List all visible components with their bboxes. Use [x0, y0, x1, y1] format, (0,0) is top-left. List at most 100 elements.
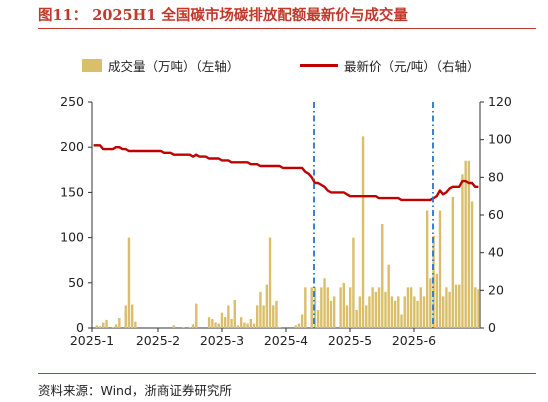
y-right-tick-label: 0 — [488, 320, 496, 335]
volume-bar — [217, 323, 220, 328]
volume-bar — [448, 291, 451, 328]
volume-bar — [422, 296, 426, 328]
volume-bar — [172, 325, 176, 328]
volume-bar — [114, 324, 118, 328]
volume-bar — [349, 287, 352, 328]
legend-bar-swatch — [82, 58, 102, 72]
volume-bar — [442, 296, 445, 328]
volume-bar — [409, 287, 413, 328]
figure-source: 资料来源：Wind，浙商证券研究所 — [38, 383, 232, 398]
x-tick-label: 2025-2 — [136, 333, 180, 348]
legend-volume: 成交量（万吨）（左轴） — [82, 56, 239, 74]
volume-bar — [294, 325, 297, 328]
volume-bar — [304, 287, 307, 328]
legend-price: 最新价（元/吨）（右轴） — [300, 56, 479, 74]
y-left-tick-label: 0 — [76, 320, 84, 335]
volume-bar — [297, 323, 301, 328]
volume-bar — [368, 296, 371, 328]
volume-bar — [227, 305, 230, 328]
volume-bar — [182, 327, 185, 328]
volume-bar — [365, 305, 368, 328]
volume-bar — [352, 237, 355, 328]
y-right-tick-label: 80 — [488, 169, 504, 184]
volume-bar — [323, 278, 326, 328]
volume-bar — [429, 278, 432, 328]
volume-bar — [377, 287, 381, 328]
volume-bar — [345, 305, 349, 328]
y-right-tick-label: 20 — [488, 282, 504, 297]
x-tick-label: 2025-4 — [264, 333, 308, 348]
volume-bar — [102, 322, 105, 328]
volume-bar — [249, 318, 253, 328]
volume-bar — [387, 264, 390, 328]
y-right-tick-label: 40 — [488, 245, 504, 260]
x-tick-label: 2025-1 — [70, 333, 114, 348]
volume-bar — [111, 327, 115, 328]
volume-bar — [470, 201, 474, 328]
legend-price-label: 最新价（元/吨）（右轴） — [344, 58, 480, 74]
volume-bar — [265, 284, 269, 328]
volume-bar — [95, 325, 99, 328]
volume-bar — [361, 136, 365, 328]
volume-bar — [105, 319, 108, 328]
volume-bar — [384, 291, 387, 328]
figure-title: 图11： 2025H1 全国碳市场碳排放配额最新价与成交量 — [38, 7, 408, 24]
x-tick-label: 2025-3 — [200, 333, 244, 348]
volume-bar — [230, 318, 233, 328]
y-right-tick-label: 100 — [488, 132, 512, 147]
price-line — [93, 144, 479, 202]
y-left-tick-label: 50 — [68, 275, 84, 290]
volume-bar — [236, 325, 240, 328]
y-right-tick-label: 120 — [488, 94, 512, 109]
volume-bar — [256, 305, 259, 328]
volume-bar — [300, 314, 304, 328]
volume-bar — [275, 300, 278, 328]
title-rule — [38, 28, 536, 29]
legend-volume-label: 成交量（万吨）（左轴） — [108, 58, 240, 74]
volume-bar — [259, 291, 262, 328]
volume-bar — [419, 287, 422, 328]
volume-bar — [355, 309, 358, 328]
volume-bar — [435, 273, 438, 328]
volume-bar — [397, 296, 400, 328]
volume-bar — [98, 326, 102, 328]
volume-bar — [272, 305, 275, 328]
volume-bar — [220, 312, 224, 328]
volume-bar — [124, 305, 127, 328]
volume-bar — [374, 291, 378, 328]
volume-bar — [403, 296, 406, 328]
volume-bar — [445, 287, 448, 328]
volume-bar — [239, 317, 243, 328]
volume-bar — [320, 287, 323, 328]
volume-bar — [458, 284, 461, 328]
volume-bar — [211, 318, 214, 328]
volume-bar — [188, 327, 192, 328]
footer-rule — [38, 373, 536, 374]
volume-bar — [339, 287, 342, 328]
volume-bar — [467, 160, 471, 328]
volume-bar — [223, 317, 227, 328]
volume-bar — [243, 322, 246, 328]
volume-bar — [326, 287, 329, 328]
volume-bar — [342, 282, 346, 328]
y-left-tick-label: 150 — [60, 184, 84, 199]
volume-bar — [454, 284, 458, 328]
volume-bar — [329, 300, 333, 328]
y-left-tick-label: 200 — [60, 139, 84, 154]
volume-bar — [246, 323, 249, 328]
volume-bar — [358, 296, 362, 328]
volume-bar — [233, 299, 236, 328]
volume-bar — [332, 296, 336, 328]
volume-bar — [425, 210, 429, 328]
volume-bar — [438, 210, 442, 328]
volume-bar — [477, 289, 480, 328]
volume-bar — [207, 317, 211, 328]
volume-bar — [252, 323, 256, 328]
x-tick-label: 2025-6 — [392, 333, 436, 348]
volume-bar — [268, 237, 272, 328]
y-left-tick-label: 250 — [60, 94, 84, 109]
volume-bar — [474, 287, 477, 328]
legend-line-swatch — [300, 63, 338, 67]
volume-bar — [390, 296, 394, 328]
